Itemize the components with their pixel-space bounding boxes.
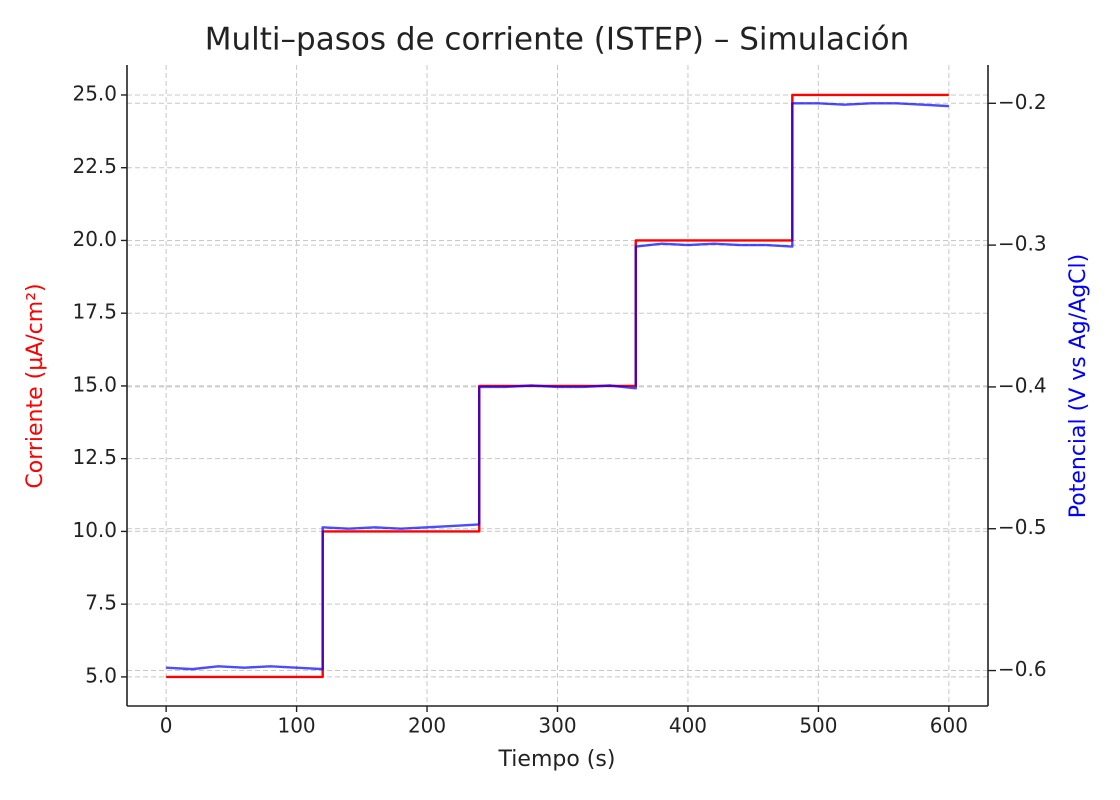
y-tick-label: 10.0 <box>72 518 117 542</box>
x-tick-label: 400 <box>669 714 707 738</box>
y2-tick-label: −0.5 <box>998 515 1047 539</box>
x-tick-label: 500 <box>799 714 837 738</box>
chart-title: Multi–pasos de corriente (ISTEP) – Simul… <box>205 22 910 58</box>
data-line <box>166 102 949 671</box>
y-axis-label: Corriente (µA/cm²) <box>23 283 48 488</box>
x-tick-label: 0 <box>160 714 173 738</box>
x-tick-label: 600 <box>930 714 968 738</box>
y-tick-label: 22.5 <box>72 154 117 178</box>
y2-axis-label: Potencial (V vs Ag/AgCl) <box>1066 254 1091 518</box>
x-tick-label: 200 <box>408 714 446 738</box>
x-axis-label: Tiempo (s) <box>498 747 616 772</box>
x-tick-label: 100 <box>277 714 315 738</box>
y-tick-label: 17.5 <box>72 300 117 324</box>
y-tick-label: 12.5 <box>72 445 117 469</box>
y-tick-label: 25.0 <box>72 81 117 105</box>
y-tick-label: 20.0 <box>72 227 117 251</box>
x-tick-label: 300 <box>538 714 576 738</box>
y2-tick-label: −0.3 <box>998 232 1047 256</box>
y-tick-label: 7.5 <box>85 591 117 615</box>
y2-tick-label: −0.2 <box>998 90 1047 114</box>
y-tick-label: 15.0 <box>72 372 117 396</box>
y2-tick-label: −0.4 <box>998 373 1047 397</box>
y2-tick-label: −0.6 <box>998 657 1047 681</box>
y-tick-label: 5.0 <box>85 663 117 687</box>
